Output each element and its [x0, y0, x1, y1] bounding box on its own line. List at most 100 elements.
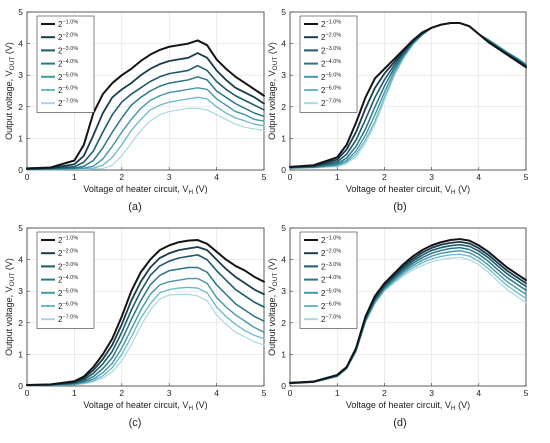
legend-entry: 2−1.0% [321, 20, 341, 30]
plot-frame [26, 11, 265, 171]
x-tick-label: 1 [335, 172, 340, 182]
x-tick-label: 5 [524, 172, 529, 182]
legend-entry: 2−5.0% [58, 72, 78, 82]
x-axis-label: Voltage of heater circuit, VH (V) [346, 400, 470, 412]
y-tick-label: 5 [281, 223, 286, 233]
x-tick-label: 0 [25, 388, 30, 398]
series-line [26, 87, 265, 171]
x-tick-label: 5 [262, 388, 267, 398]
x-tick-label: 2 [119, 388, 124, 398]
x-axis-label: Voltage of heater circuit, VH (V) [83, 400, 207, 412]
legend-entry: 2−7.0% [321, 99, 341, 109]
y-tick-label: 2 [18, 102, 23, 112]
legend-entry: 2−1.0% [58, 236, 78, 246]
legend-entry: 2−2.0% [321, 33, 341, 43]
series-line [26, 39, 265, 170]
series-line [26, 239, 265, 387]
legend-entry: 2−2.0% [58, 33, 78, 43]
y-tick-label: 4 [281, 39, 286, 49]
plot-frame [289, 227, 527, 387]
x-tick-label: 4 [476, 388, 481, 398]
y-tick-label: 3 [18, 70, 23, 80]
legend-entry: 2−1.0% [58, 20, 78, 30]
legend-entry: 2−1.0% [321, 236, 341, 246]
legend: 2−1.0% 2−2.0% 2−3.0% 2−4.0% 2−5.0% 2−6.0% 2−7.… [36, 15, 95, 113]
x-tick-label: 3 [429, 172, 434, 182]
y-tick-label: 2 [18, 318, 23, 328]
series-line [26, 293, 265, 387]
y-tick-label: 0 [18, 165, 23, 175]
y-tick-label: 3 [281, 70, 286, 80]
legend: 2−1.0% 2−2.0% 2−3.0% 2−4.0% 2−5.0% 2−6.0% 2−7.… [299, 231, 358, 329]
legend: 2−1.0% 2−2.0% 2−3.0% 2−4.0% 2−5.0% 2−6.0% 2−7.… [299, 15, 358, 113]
y-tick-label: 2 [281, 102, 286, 112]
y-axis-label: Output voltage, VOUT (V) [4, 258, 16, 356]
legend-entry: 2−5.0% [321, 72, 341, 82]
x-axis-label: Voltage of heater circuit, VH (V) [83, 184, 207, 196]
x-tick-label: 3 [167, 172, 172, 182]
x-tick-label: 4 [214, 388, 219, 398]
panel-label: (c) [129, 417, 142, 429]
y-tick-label: 4 [18, 39, 23, 49]
series-line [26, 286, 265, 387]
y-tick-label: 2 [281, 318, 286, 328]
x-tick-label: 4 [214, 172, 219, 182]
x-tick-label: 5 [262, 172, 267, 182]
plot-frame [289, 11, 527, 171]
series-line [26, 107, 265, 171]
legend-entry: 2−4.0% [321, 59, 341, 69]
y-tick-label: 0 [281, 381, 286, 391]
series-line [26, 246, 265, 386]
legend-entry: 2−7.0% [321, 315, 341, 325]
legend-entry: 2−6.0% [321, 302, 341, 312]
legend-entry: 2−3.0% [58, 262, 78, 272]
y-axis-label: Output voltage, VOUT (V) [267, 42, 279, 140]
legend-entry: 2−4.0% [58, 275, 78, 285]
series-line [26, 266, 265, 387]
legend-entry: 2−3.0% [58, 46, 78, 56]
legend-entry: 2−5.0% [58, 288, 78, 298]
y-tick-label: 5 [281, 7, 286, 17]
x-tick-label: 2 [119, 172, 124, 182]
legend-entry: 2−4.0% [58, 59, 78, 69]
legend-entry: 2−5.0% [321, 288, 341, 298]
chart-panel: 0 1 2 3 4 5 0 1 2 3 4 5 Voltage of heater circuit, V… [267, 7, 529, 213]
x-tick-label: 3 [167, 388, 172, 398]
legend-entry: 2−3.0% [321, 262, 341, 272]
panel-label: (d) [393, 417, 406, 429]
y-tick-label: 4 [281, 255, 286, 265]
x-axis-label: Voltage of heater circuit, VH (V) [346, 184, 470, 196]
legend-entry: 2−7.0% [58, 315, 78, 325]
y-tick-label: 1 [18, 133, 23, 143]
series-line [26, 96, 265, 171]
x-tick-label: 5 [524, 388, 529, 398]
legend: 2−1.0% 2−2.0% 2−3.0% 2−4.0% 2−5.0% 2−6.0% 2−7.… [36, 231, 95, 329]
x-tick-label: 1 [72, 172, 77, 182]
x-tick-label: 3 [429, 388, 434, 398]
legend-entry: 2−4.0% [321, 275, 341, 285]
chart-panel: 0 1 2 3 4 5 0 1 2 3 4 5 Voltage of heater circuit, V… [4, 223, 267, 429]
legend-entry: 2−3.0% [321, 46, 341, 56]
series-line [289, 238, 527, 384]
y-tick-label: 1 [281, 133, 286, 143]
x-tick-label: 0 [288, 388, 293, 398]
x-tick-label: 0 [25, 172, 30, 182]
series-line [289, 22, 527, 168]
legend-entry: 2−6.0% [58, 86, 78, 96]
y-tick-label: 0 [281, 165, 286, 175]
panel-label: (b) [393, 201, 406, 213]
y-tick-label: 3 [281, 286, 286, 296]
y-tick-label: 3 [18, 286, 23, 296]
y-axis-label: Output voltage, VOUT (V) [267, 258, 279, 356]
x-tick-label: 0 [288, 172, 293, 182]
legend-box [36, 15, 95, 113]
y-axis-label: Output voltage, VOUT (V) [4, 42, 16, 140]
x-tick-label: 1 [72, 388, 77, 398]
chart-panel: 0 1 2 3 4 5 0 1 2 3 4 5 Voltage of heater circuit, V… [4, 7, 267, 213]
legend-entry: 2−2.0% [321, 249, 341, 259]
series-line [26, 254, 265, 387]
panel-label: (a) [128, 201, 141, 213]
legend-entry: 2−6.0% [321, 86, 341, 96]
